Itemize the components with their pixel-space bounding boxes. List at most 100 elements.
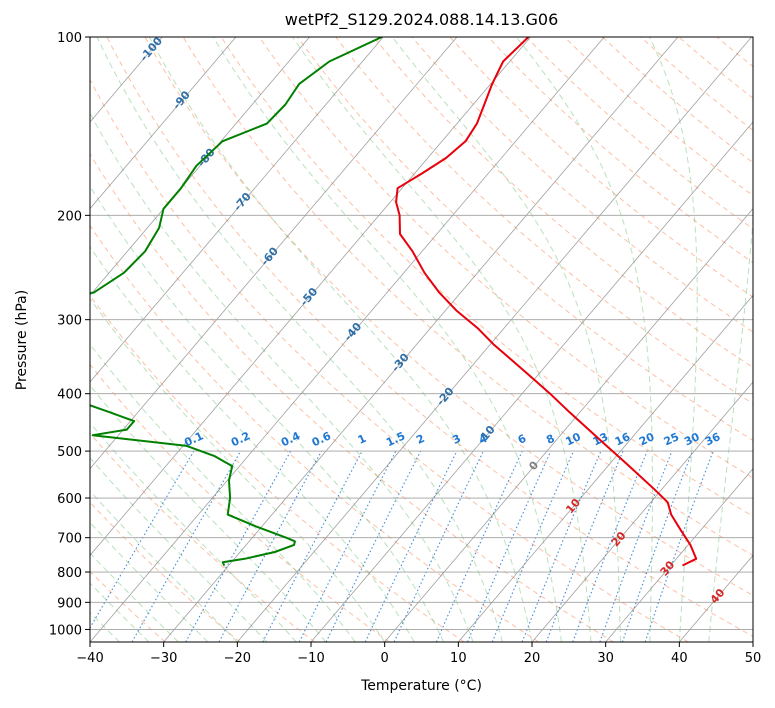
moist-adiabat — [90, 343, 356, 642]
mixing-ratio-line — [599, 450, 673, 642]
mixing-ratio-line — [545, 450, 624, 642]
dry-adiabat — [525, 37, 753, 230]
isotherm — [458, 294, 753, 642]
mixing-ratio-label: 36 — [703, 430, 723, 448]
dry-adiabat — [564, 37, 753, 197]
x-tick-label: 20 — [524, 651, 541, 666]
moist-adiabat — [90, 245, 415, 642]
mixing-ratio-line — [131, 450, 242, 642]
y-tick-label: 400 — [57, 388, 82, 403]
dry-adiabat — [487, 37, 753, 264]
moist-adiabat — [708, 212, 753, 642]
mixing-ratio-label: 25 — [662, 430, 681, 448]
mixing-ratio-line — [90, 450, 195, 629]
mixing-ratio-line — [644, 450, 714, 642]
background-lines — [0, 37, 775, 642]
moist-adiabat — [292, 37, 592, 642]
isotherm — [90, 37, 531, 556]
moist-adiabat — [391, 37, 621, 642]
dry-adiabat — [90, 152, 614, 642]
moist-adiabat — [148, 37, 533, 642]
mixing-ratio-label: 0.4 — [279, 429, 302, 449]
dry-adiabat — [258, 37, 753, 479]
mixing-ratio-label: 20 — [637, 430, 657, 448]
isotherm — [90, 37, 605, 642]
mixing-ratio-line — [572, 450, 648, 642]
dry-adiabat — [90, 78, 689, 642]
x-tick-label: −10 — [297, 651, 324, 666]
x-tick-label: 50 — [745, 651, 762, 666]
isotherm — [752, 641, 753, 642]
y-tick-label: 500 — [57, 445, 82, 460]
isotherm — [310, 121, 753, 642]
mixing-ratio-label: 1 — [356, 432, 368, 447]
moist-adiabat — [649, 37, 698, 642]
isotherm — [531, 381, 753, 642]
mixing-ratio-line — [491, 450, 575, 642]
mixing-ratio-label: 3 — [450, 432, 462, 447]
mixing-ratio-line — [466, 450, 552, 642]
mixing-ratio-label: 2 — [414, 432, 426, 447]
y-tick-label: 800 — [57, 566, 82, 581]
x-tick-label: 0 — [381, 651, 389, 666]
x-tick-label: 40 — [671, 651, 688, 666]
dry-adiabat — [90, 501, 241, 642]
y-tick-label: 300 — [57, 314, 82, 329]
isotherm — [163, 37, 679, 642]
x-tick-label: 10 — [450, 651, 467, 666]
isotherm — [605, 468, 753, 642]
dry-adiabat — [90, 432, 315, 642]
mixing-ratio-line — [325, 450, 422, 642]
dry-adiabat — [220, 37, 753, 517]
mixing-ratio-line — [521, 450, 602, 642]
mixing-ratio-line — [364, 450, 458, 642]
y-tick-label: 200 — [57, 209, 82, 224]
moist-adiabat — [96, 37, 503, 642]
x-tick-label: −20 — [224, 651, 251, 666]
moist-adiabat — [90, 422, 297, 642]
series-line-dewpoint — [90, 37, 383, 566]
x-tick-label: 30 — [597, 651, 614, 666]
mixing-ratio-line — [262, 450, 363, 642]
moist-adiabat — [90, 297, 386, 642]
dry-adiabat — [182, 37, 753, 557]
dry-adiabat — [90, 294, 465, 642]
dry-adiabat — [335, 37, 753, 405]
series-line-temperature — [395, 37, 698, 567]
x-axis-label: Temperature (°C) — [361, 678, 482, 694]
y-axis-label: Pressure (hPa) — [14, 289, 30, 391]
moist-adiabat — [516, 37, 653, 642]
moist-adiabat — [90, 490, 238, 642]
moist-adiabat — [90, 457, 268, 642]
moist-adiabat — [212, 37, 562, 642]
isotherm — [90, 37, 310, 296]
dry-adiabat — [90, 224, 540, 642]
isotherm — [0, 37, 15, 642]
moist-adiabat — [90, 185, 445, 642]
y-tick-label: 1000 — [49, 623, 82, 638]
mixing-ratio-line — [435, 450, 523, 642]
y-tick-label: 900 — [57, 596, 82, 611]
mixing-ratio-line — [298, 450, 397, 642]
x-tick-label: −30 — [150, 651, 177, 666]
isotherm — [90, 37, 384, 383]
mixing-ratio-line — [218, 450, 322, 642]
moist-adiabat — [90, 384, 327, 642]
isotherm — [90, 37, 237, 210]
dry-adiabat — [373, 37, 753, 369]
isotherm — [384, 208, 753, 642]
dry-adiabat — [755, 37, 775, 642]
mixing-ratio-label: 10 — [563, 430, 583, 448]
moist-adiabat — [90, 112, 474, 642]
mixing-ratio-label: 0.2 — [229, 429, 252, 449]
dry-adiabat — [297, 37, 753, 442]
series-group — [90, 37, 698, 567]
moist-adiabat — [90, 521, 209, 642]
plot-frame — [89, 36, 754, 643]
dry-adiabat — [90, 363, 390, 642]
mixing-ratio-label: 6 — [516, 432, 529, 447]
x-tick-label: −40 — [76, 651, 103, 666]
mixing-ratio-line — [185, 450, 292, 642]
